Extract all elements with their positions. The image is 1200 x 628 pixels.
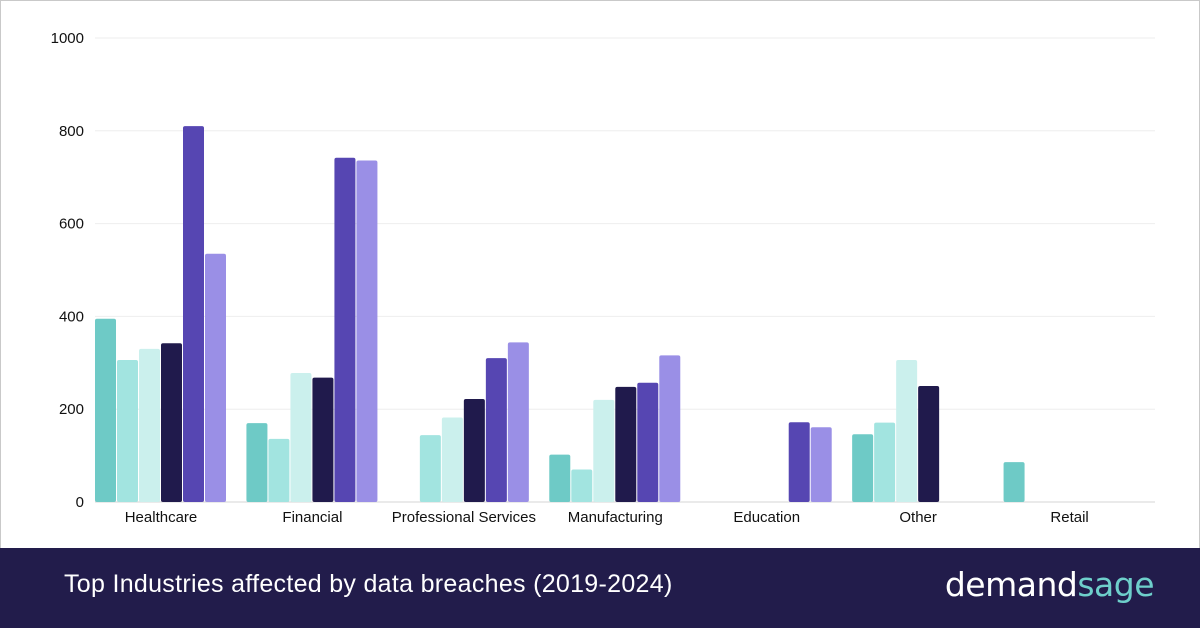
bar — [593, 399, 615, 502]
bar — [139, 348, 160, 502]
bar — [637, 382, 659, 502]
bar — [810, 427, 832, 502]
x-tick-label: Professional Services — [392, 509, 536, 526]
x-tick-label: Manufacturing — [568, 509, 663, 526]
y-tick-label: 0 — [76, 494, 84, 511]
bar — [95, 318, 116, 502]
y-tick-label: 600 — [59, 216, 84, 233]
bar — [1003, 462, 1025, 502]
bar — [615, 386, 637, 502]
brand-logo-part2: sage — [1077, 565, 1154, 604]
bar — [896, 360, 918, 502]
bar — [419, 435, 441, 502]
bar-chart: 0 200 400 600 800 1000 Healthcare Financial Prof… — [51, 30, 1155, 526]
bar — [246, 423, 268, 502]
bar — [334, 157, 356, 502]
chart-title: Top Industries affected by data breaches… — [64, 570, 673, 598]
bar — [441, 417, 463, 502]
bar — [356, 160, 378, 502]
brand-logo-part1: demand — [944, 565, 1078, 604]
bar — [463, 398, 485, 502]
bar — [485, 358, 507, 502]
x-tick-label: Retail — [1050, 509, 1088, 526]
bar — [117, 360, 138, 502]
bar — [161, 343, 182, 502]
y-tick-label: 200 — [59, 401, 84, 418]
x-tick-label: Healthcare — [125, 509, 198, 526]
bar — [874, 422, 896, 502]
x-tick-label: Education — [733, 509, 800, 526]
x-tick-label: Other — [899, 509, 937, 526]
bar — [290, 373, 312, 502]
bar — [918, 386, 940, 502]
bar — [659, 355, 681, 502]
bar — [507, 342, 529, 502]
bar — [312, 377, 334, 502]
brand-logo: demandsage — [944, 565, 1155, 604]
bar — [571, 469, 593, 502]
y-tick-label: 800 — [59, 123, 84, 140]
bar — [268, 438, 290, 502]
bar — [788, 422, 810, 502]
bar — [549, 454, 571, 502]
x-tick-label: Financial — [282, 509, 342, 526]
bar — [205, 253, 226, 502]
y-tick-label: 1000 — [51, 30, 84, 47]
bar — [183, 126, 204, 502]
y-tick-label: 400 — [59, 308, 84, 325]
footer-banner: Top Industries affected by data breaches… — [0, 548, 1200, 628]
bar — [852, 434, 874, 502]
